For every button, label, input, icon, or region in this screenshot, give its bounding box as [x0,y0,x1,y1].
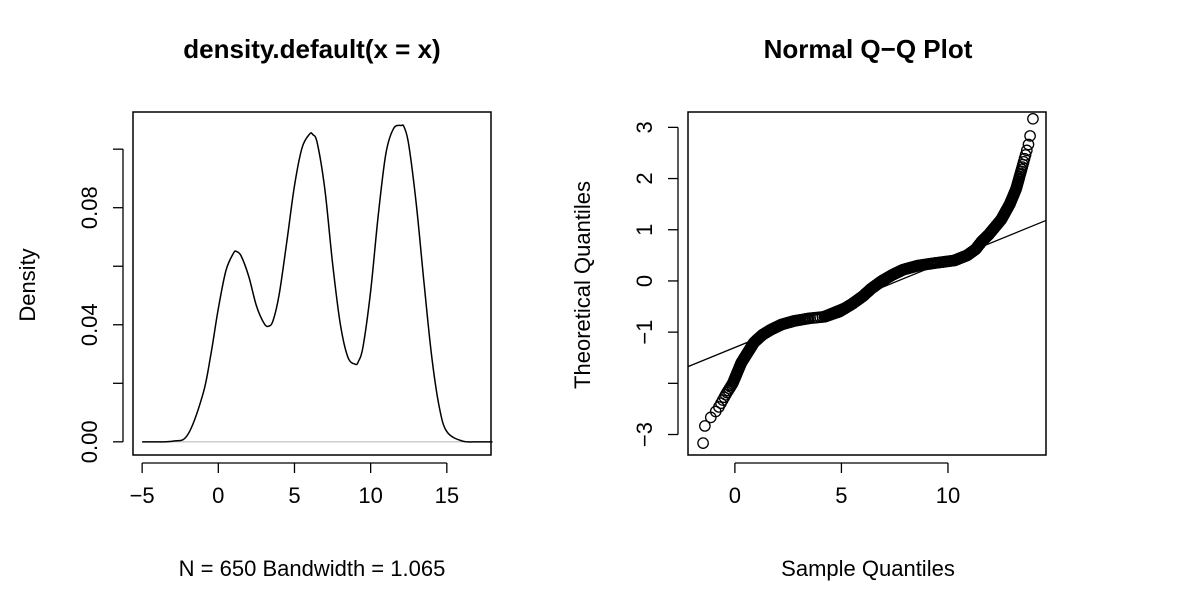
density-x-tick-label: −5 [130,483,155,508]
qq-point [1020,144,1033,157]
density-curve [142,124,493,443]
density-y-tick-label: 0.04 [77,303,102,346]
density-y-tick-label: 0.08 [77,186,102,229]
qq-plot-frame [687,111,1047,456]
qq-plot-y-axis: −3 −1 0 1 2 3 [632,121,679,447]
qq-point [1027,112,1039,125]
density-plot-y-axis: 0.00 0.04 0.08 [77,148,124,463]
density-x-tick-label: 0 [212,483,224,508]
qq-y-tick-label: 1 [632,224,657,236]
qq-point [697,437,709,449]
qq-y-tick-label: 2 [632,172,657,184]
qq-point [1022,138,1035,151]
qq-x-tick-label: 5 [835,483,847,508]
qq-x-tick-label: 10 [936,483,960,508]
qq-point [699,420,711,432]
density-y-tick-label: 0.00 [77,420,102,463]
density-plot-x-axis: −5 0 5 10 15 [130,462,459,508]
density-plot-title: density.default(x = x) [183,34,440,64]
qq-plot-title: Normal Q−Q Plot [764,34,973,64]
qq-y-tick-label: 3 [632,121,657,133]
qq-points [697,112,1039,449]
density-plot-panel: density.default(x = x) N = 650 Bandwidth… [15,34,493,581]
density-x-tick-label: 10 [358,483,382,508]
density-plot-x-label: N = 650 Bandwidth = 1.065 [179,556,446,581]
density-plot-y-label: Density [15,248,40,321]
qq-point [1019,149,1032,161]
density-plot-frame [132,111,492,456]
qq-plot-y-label: Theoretical Quantiles [570,181,595,389]
qq-plot-x-label: Sample Quantiles [781,556,955,581]
qq-y-tick-label: 0 [632,275,657,287]
qq-y-tick-label: −1 [632,320,657,345]
qq-x-tick-label: 0 [729,483,741,508]
density-x-tick-label: 5 [288,483,300,508]
qq-y-tick-label: −3 [632,422,657,447]
qq-plot-x-axis: 0 5 10 [729,462,960,508]
density-x-tick-label: 15 [435,483,459,508]
qq-plot-panel: Normal Q−Q Plot Sample Quantiles Theoret… [570,34,1047,581]
qq-point [1024,130,1036,142]
